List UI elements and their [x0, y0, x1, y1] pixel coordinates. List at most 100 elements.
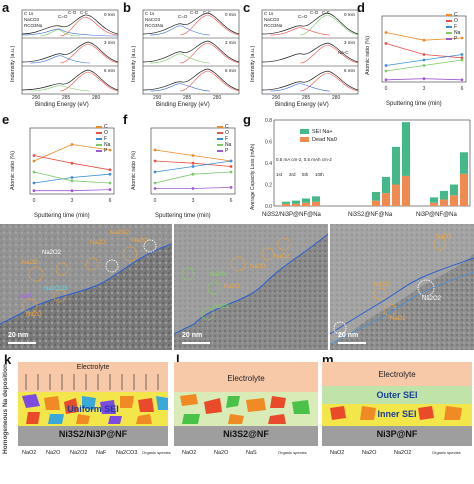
tem-image-i: Na2O NaO2 Na2S Na2O Na2S 20 nm — [174, 224, 328, 350]
xps-b-tick-1: 290 — [153, 95, 162, 101]
x-tick-label: 6 — [461, 86, 464, 92]
data-point-Na — [460, 58, 464, 62]
legend-label: P — [225, 148, 229, 154]
xps-a-peak-co: C=O — [58, 14, 68, 19]
data-point-P — [70, 189, 74, 193]
bar-dead-na — [392, 184, 400, 206]
data-point-O — [32, 154, 36, 157]
tem-j-graphic — [330, 224, 474, 350]
schematic-side-label: Homogeneous Na deposition — [2, 364, 9, 454]
chart-g-legend-sei-swatch — [300, 129, 309, 134]
schematic-l-legend-3: NaS — [246, 450, 257, 456]
bar-dead-na — [312, 201, 320, 206]
bar-sei-na — [302, 198, 310, 203]
data-point-P — [422, 77, 426, 81]
data-point-P — [384, 78, 388, 82]
schematic-l: Electrolyte Ni3S2@NF NaO2 Na2O NaS Organ… — [174, 362, 318, 460]
schematic-m-legend-2: Na2O — [362, 450, 377, 456]
xps-c-legend-1: C 1s — [264, 11, 274, 16]
legend-item-O: O — [96, 130, 110, 136]
xps-b-peak-c-o: C-O — [190, 10, 199, 15]
bar-dead-na — [372, 200, 380, 206]
data-point-O — [70, 161, 74, 165]
xps-c-legend-2: NaCO3 — [264, 17, 280, 22]
schematic-k-electrolyte: Electrolyte — [76, 364, 110, 371]
panel-label-d: d — [357, 0, 365, 15]
legend-swatch — [446, 38, 452, 40]
chart-e-legend: C O F Na P — [96, 124, 110, 154]
legend-item-O: O — [217, 130, 231, 136]
tem-j-label-3: Na2O — [374, 282, 390, 288]
tem-j-label-1: NaO2 — [436, 234, 452, 240]
legend-label: O — [225, 130, 229, 136]
legend-label: F — [104, 136, 108, 142]
panel-label-m: m — [322, 352, 334, 367]
xps-c-time-0: 0 min — [344, 12, 356, 17]
xps-c-peak-c-o: C-O — [310, 10, 319, 15]
legend-label: P — [454, 36, 458, 42]
xps-spectra-figure — [21, 9, 359, 95]
legend-item-C: C — [96, 124, 110, 130]
data-point-C — [153, 148, 157, 152]
xps-c-xlabel: Binding Energy (eV) — [275, 102, 329, 108]
y-tick-label: 0.8 — [265, 118, 272, 124]
bar-sei-na — [450, 184, 458, 196]
data-point-Na — [108, 181, 112, 185]
tem-j-scale-text: 20 nm — [338, 332, 359, 339]
tem-i-label-4: Na2O — [250, 264, 266, 270]
legend-item-Na: Na — [446, 30, 460, 36]
panel-label-g: g — [243, 112, 251, 127]
data-point-Na — [70, 179, 74, 183]
legend-item-F: F — [96, 136, 110, 142]
data-point-C — [70, 143, 74, 146]
xps-b-time-6: 6 min — [225, 68, 237, 73]
x-tick-label: 0 — [33, 198, 36, 204]
tem-h-label-na2co3: Na2CO3 — [44, 286, 68, 292]
bar-dead-na — [440, 199, 448, 206]
schematic-l-substrate: Ni3S2@NF — [223, 429, 269, 439]
legend-item-Na: Na — [217, 142, 231, 148]
schematic-k-legend-2: Na2O — [46, 450, 61, 456]
bar-sei-na — [430, 197, 438, 203]
schematic-m-substrate: Ni3P@NF — [376, 429, 418, 439]
schematic-l-legend-4: Organic species — [278, 450, 307, 455]
bar-dead-na — [430, 202, 438, 206]
tem-h-scalebar — [8, 342, 36, 344]
bar-sei-na — [460, 152, 468, 174]
chart-e-xlabel: Sputtering time (min) — [34, 213, 90, 219]
legend-swatch — [217, 144, 223, 146]
xps-a-peak-cc: C-C — [80, 10, 88, 15]
schematic-l-electrolyte: Electrolyte — [227, 374, 265, 383]
schematic-m: Electrolyte Outer SEI Inner SEI Ni3P@NF … — [322, 362, 472, 460]
xps-a-peak-c-o: C-O — [68, 10, 77, 15]
tem-i-scalebar — [182, 342, 210, 344]
data-point-F — [32, 181, 36, 185]
legend-item-P: P — [217, 148, 231, 154]
xps-c-tick-2: 285 — [302, 95, 311, 101]
chart-d-xlabel: Sputtering time (min) — [386, 101, 442, 107]
chart-g-cat-3: Ni3P@NF@Na — [416, 212, 457, 218]
data-point-F — [460, 53, 464, 56]
tem-h-graphic — [0, 224, 172, 350]
data-point-C — [384, 31, 388, 34]
bar-sei-na — [372, 192, 380, 201]
xps-b-ylabel: Indensity (a.u.) — [131, 45, 137, 82]
legend-swatch — [217, 132, 223, 134]
schematic-m-electrolyte: Electrolyte — [378, 370, 416, 379]
bar-dead-na — [292, 203, 300, 206]
data-point-C — [32, 159, 36, 163]
tem-i-graphic — [174, 224, 328, 350]
tem-h-label-5: Na2O — [132, 238, 148, 244]
xps-a-time-6: 6 min — [104, 68, 116, 73]
data-point-P — [153, 187, 157, 190]
data-point-P — [108, 188, 112, 191]
legend-label: P — [104, 148, 108, 154]
chart-g-cycle-5: 5th — [302, 172, 309, 177]
plot-frame — [381, 15, 467, 83]
data-point-C — [108, 148, 112, 152]
legend-swatch — [217, 150, 223, 152]
legend-label: C — [225, 124, 229, 130]
data-point-P — [460, 78, 464, 82]
schematic-l-legend-1: NaO2 — [182, 450, 197, 456]
xps-a-time-0: 0 min — [104, 12, 116, 17]
